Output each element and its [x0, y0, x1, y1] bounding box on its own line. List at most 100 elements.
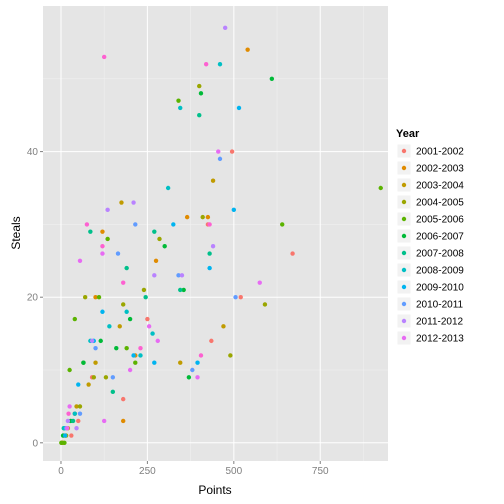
data-point: [205, 214, 211, 220]
legend-title: Year: [396, 128, 420, 140]
data-point: [98, 338, 103, 344]
data-point: [72, 316, 78, 322]
data-point: [64, 426, 70, 431]
data-point: [228, 353, 233, 358]
panel-background: [43, 6, 388, 461]
data-point: [114, 345, 119, 351]
x-tick-label: 0: [58, 466, 64, 477]
data-point: [101, 418, 107, 424]
data-point: [105, 207, 110, 213]
legend-label: 2002-2003: [416, 164, 464, 175]
legend-marker: [401, 318, 407, 324]
data-point: [127, 367, 133, 373]
data-point: [216, 149, 221, 154]
data-point: [101, 54, 107, 60]
data-point: [245, 47, 250, 52]
data-point: [262, 302, 268, 307]
data-point: [127, 316, 133, 322]
data-point: [176, 98, 181, 103]
data-point: [378, 185, 383, 191]
data-point: [198, 353, 204, 358]
data-point: [72, 411, 78, 416]
data-point: [107, 324, 112, 329]
data-point: [70, 418, 76, 424]
data-point: [217, 62, 223, 67]
data-point: [105, 236, 110, 242]
data-point: [138, 345, 143, 351]
grid-lines: [43, 6, 388, 461]
legend-label: 2005-2006: [416, 215, 464, 226]
data-point: [178, 360, 183, 365]
data-point: [100, 229, 105, 234]
data-point: [115, 251, 121, 256]
data-point: [200, 214, 205, 220]
legend-marker: [401, 267, 407, 273]
data-point: [69, 433, 74, 438]
data-point: [153, 258, 159, 263]
data-point: [77, 258, 83, 263]
x-tick-label: 500: [225, 466, 242, 477]
data-point: [100, 251, 105, 256]
legend-marker: [401, 233, 407, 239]
data-point: [77, 411, 83, 416]
legend-marker: [401, 284, 407, 290]
data-point: [141, 287, 147, 293]
data-point: [124, 265, 129, 271]
data-point: [198, 91, 204, 96]
data-point: [62, 433, 68, 438]
data-point: [110, 375, 116, 380]
legend-marker: [401, 301, 407, 307]
data-point: [131, 200, 136, 205]
data-point: [81, 360, 86, 365]
data-point: [67, 367, 72, 373]
y-tick-label: 40: [27, 147, 39, 158]
data-point: [121, 396, 126, 402]
data-point: [93, 360, 98, 365]
data-point: [207, 265, 212, 271]
data-point: [179, 273, 185, 278]
legend-label: 2006-2007: [416, 232, 464, 243]
data-point: [74, 404, 79, 409]
y-axis-ticks: 0 20 40: [27, 147, 43, 449]
legend-marker: [401, 216, 407, 222]
data-point: [186, 375, 192, 380]
data-point: [131, 353, 136, 358]
data-point: [143, 295, 148, 300]
legend-label: 2009-2010: [416, 283, 464, 294]
data-points: [59, 25, 383, 445]
data-point: [178, 105, 183, 111]
data-point: [133, 222, 138, 227]
x-axis-ticks: 0 250 500 750: [58, 461, 329, 477]
legend-label: 2001-2002: [416, 147, 464, 158]
data-point: [162, 244, 167, 249]
legend-marker: [401, 335, 407, 341]
x-axis-title: Points: [198, 483, 231, 497]
data-point: [93, 345, 98, 351]
data-point: [152, 360, 157, 365]
legend-marker: [401, 199, 407, 205]
data-point: [197, 113, 202, 118]
data-point: [269, 76, 275, 82]
data-point: [100, 309, 105, 314]
y-tick-label: 0: [32, 438, 38, 449]
data-point: [121, 280, 126, 285]
data-point: [89, 338, 95, 344]
y-tick-label: 20: [27, 293, 39, 304]
data-point: [82, 295, 88, 300]
data-point: [233, 295, 238, 300]
data-point: [62, 440, 67, 445]
data-point: [119, 200, 124, 205]
data-point: [197, 83, 202, 89]
data-point: [76, 382, 81, 387]
data-point: [190, 367, 195, 373]
data-point: [86, 382, 91, 387]
data-point: [157, 236, 162, 242]
data-point: [121, 302, 126, 307]
data-point: [152, 229, 157, 234]
legend-label: 2004-2005: [416, 198, 464, 209]
data-point: [236, 105, 242, 111]
data-point: [155, 338, 160, 344]
data-point: [207, 222, 212, 227]
data-point: [290, 251, 295, 256]
